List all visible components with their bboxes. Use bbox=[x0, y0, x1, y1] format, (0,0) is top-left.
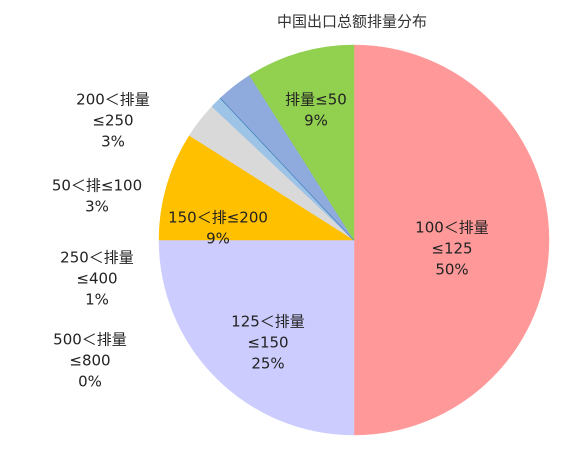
value-label: 9% bbox=[206, 230, 230, 248]
slice-label: ≤250 bbox=[92, 112, 133, 130]
value-label: 9% bbox=[304, 112, 328, 130]
slice-label: 500＜排量 bbox=[53, 331, 127, 349]
slice-label: ≤125 bbox=[431, 240, 472, 258]
slice-label: ≤800 bbox=[69, 352, 110, 370]
slice-label: 50＜排≤100 bbox=[52, 177, 142, 195]
slice-label: 250＜排量 bbox=[60, 249, 134, 267]
pie-slice bbox=[249, 44, 355, 241]
slice-label: 排量≤50 bbox=[285, 91, 347, 109]
slice-label: 125＜排量 bbox=[231, 313, 305, 331]
slice-label: 100＜排量 bbox=[415, 219, 489, 237]
chart-title: 中国出口总额排量分布 bbox=[277, 13, 427, 31]
slice-label: 150＜排≤200 bbox=[168, 209, 268, 227]
pie-slice bbox=[353, 44, 550, 436]
value-label: 50% bbox=[435, 261, 468, 279]
value-label: 3% bbox=[101, 133, 125, 151]
pie-slice bbox=[158, 239, 355, 436]
value-label: 3% bbox=[85, 198, 109, 216]
value-label: 0% bbox=[78, 373, 102, 391]
value-label: 25% bbox=[251, 355, 284, 373]
slice-label: ≤400 bbox=[76, 270, 117, 288]
pie-slice bbox=[158, 135, 355, 241]
slice-label: ≤150 bbox=[247, 334, 288, 352]
value-label: 1% bbox=[85, 291, 109, 309]
slice-label: 200＜排量 bbox=[76, 91, 150, 109]
